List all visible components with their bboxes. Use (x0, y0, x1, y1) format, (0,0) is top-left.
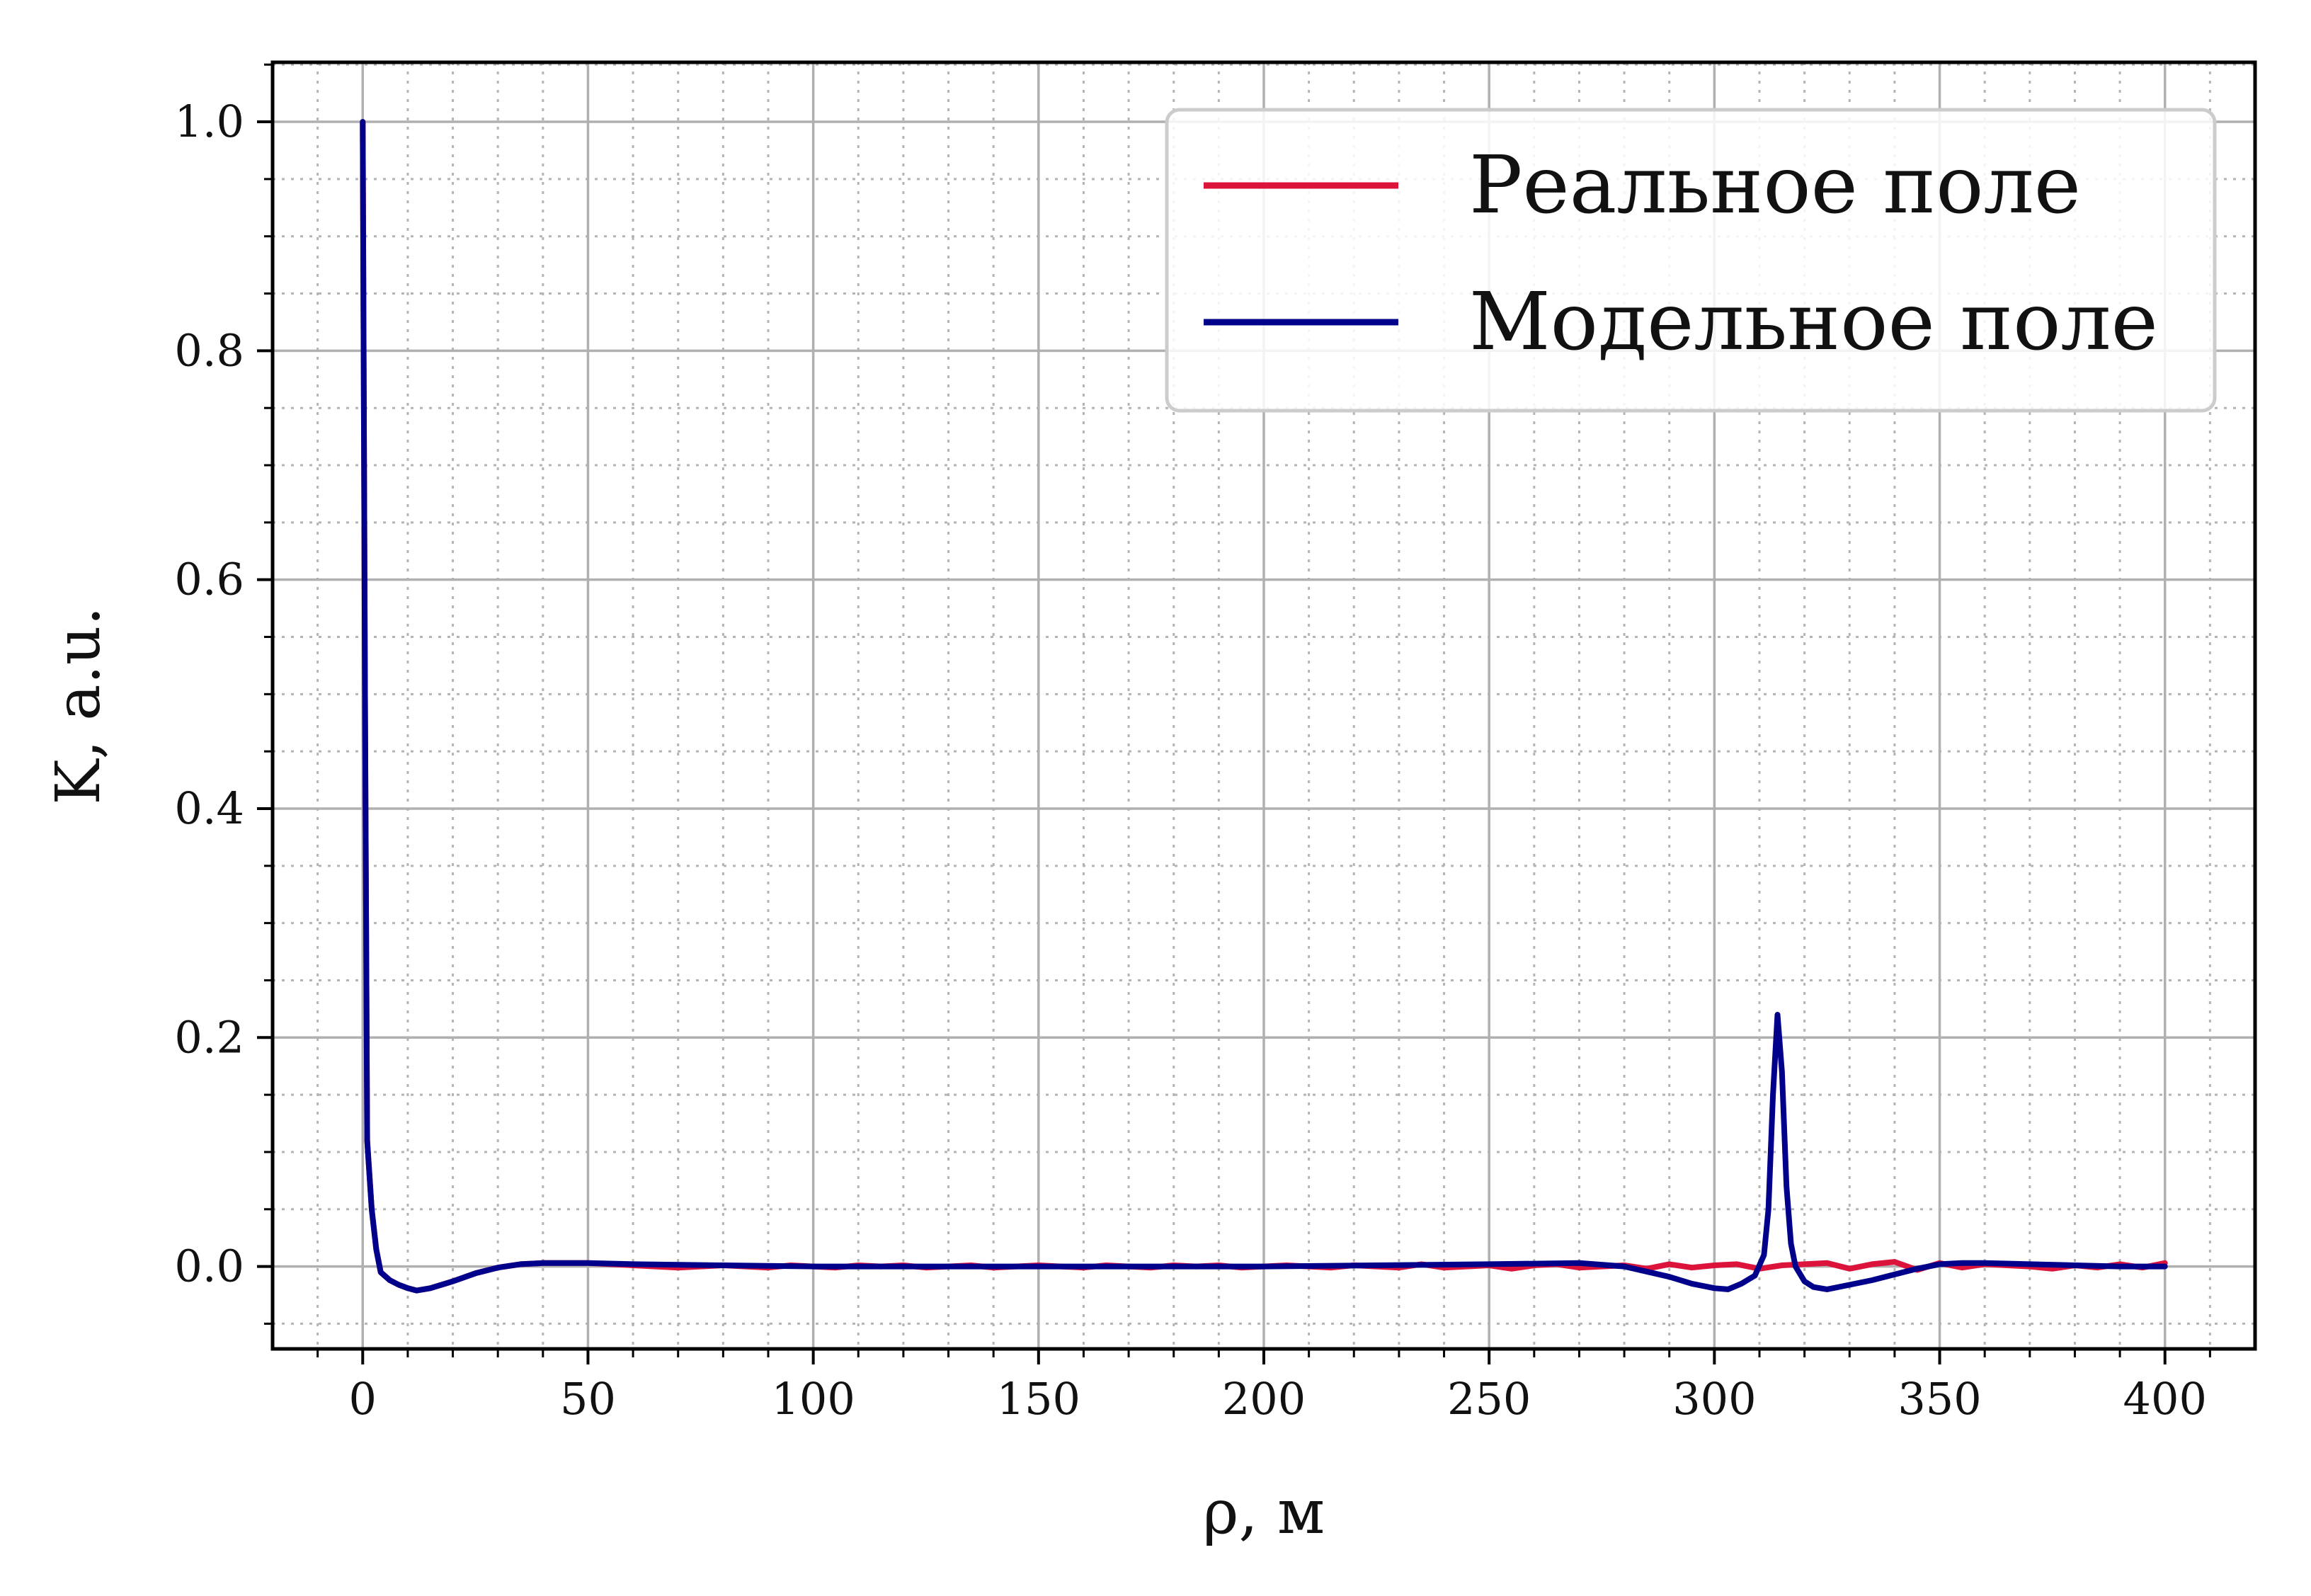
x-axis-title: ρ, м (1203, 1477, 1325, 1548)
legend: Реальное поле Модельное поле (1165, 108, 2217, 413)
x-tick-label: 50 (560, 1373, 616, 1425)
tick-labels: 0 50 100 150 200 250 300 350 400 0.0 0.2 0.4 0.6 0.8 1… (174, 96, 2207, 1425)
y-axis-title: K, a.u. (43, 606, 114, 804)
x-tick-label: 0 (349, 1373, 377, 1425)
legend-label-real-field: Реальное поле (1469, 139, 2081, 232)
y-tick-label: 1.0 (174, 96, 244, 147)
series-layer (360, 119, 2168, 1294)
x-tick-label: 300 (1672, 1373, 1756, 1425)
x-tick-label: 350 (1898, 1373, 1981, 1425)
legend-box (1165, 108, 2217, 413)
x-tick-label: 150 (997, 1373, 1080, 1425)
y-tick-label: 0.6 (174, 554, 244, 605)
y-tick-label: 0.8 (174, 324, 244, 376)
y-tick-label: 0.4 (174, 782, 244, 834)
x-tick-label: 400 (2123, 1373, 2207, 1425)
x-tick-label: 200 (1222, 1373, 1306, 1425)
legend-label-model-field: Модельное поле (1469, 276, 2158, 368)
x-tick-label: 100 (771, 1373, 855, 1425)
y-tick-label: 0.0 (174, 1241, 244, 1292)
series-line-1 (360, 119, 2168, 1294)
y-tick-label: 0.2 (174, 1011, 244, 1063)
tick-marks (257, 63, 2211, 1364)
x-tick-label: 250 (1447, 1373, 1531, 1425)
